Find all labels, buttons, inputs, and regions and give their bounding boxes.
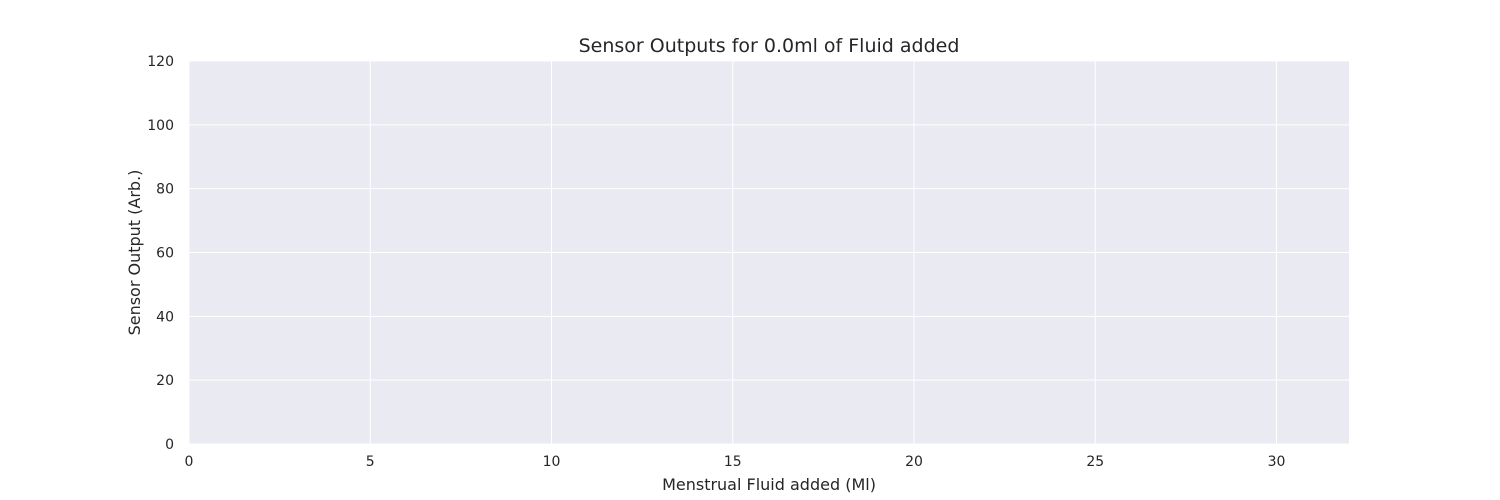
y-tick-label: 100 (147, 118, 174, 134)
y-tick-label: 80 (156, 182, 174, 198)
x-tick-label: 10 (543, 454, 561, 470)
y-gridlines (189, 60, 1349, 445)
y-tick-label: 20 (156, 373, 174, 389)
x-tick-label: 5 (366, 454, 375, 470)
x-tick-labels: 0 5 10 15 20 25 30 (185, 454, 1286, 470)
y-tick-label: 0 (165, 437, 174, 453)
y-tick-labels: 0 20 40 60 80 100 120 (147, 54, 174, 453)
y-axis-label: Sensor Output (Arb.) (125, 170, 144, 336)
y-tick-label: 40 (156, 309, 174, 325)
x-tick-label: 25 (1086, 454, 1104, 470)
y-tick-label: 60 (156, 246, 174, 262)
x-tick-label: 20 (905, 454, 923, 470)
x-tick-label: 0 (185, 454, 194, 470)
y-tick-label: 120 (147, 54, 174, 70)
x-axis-label: Menstrual Fluid added (Ml) (662, 475, 876, 494)
x-tick-label: 30 (1268, 454, 1286, 470)
chart-title: Sensor Outputs for 0.0ml of Fluid added (579, 35, 960, 57)
x-tick-label: 15 (724, 454, 742, 470)
